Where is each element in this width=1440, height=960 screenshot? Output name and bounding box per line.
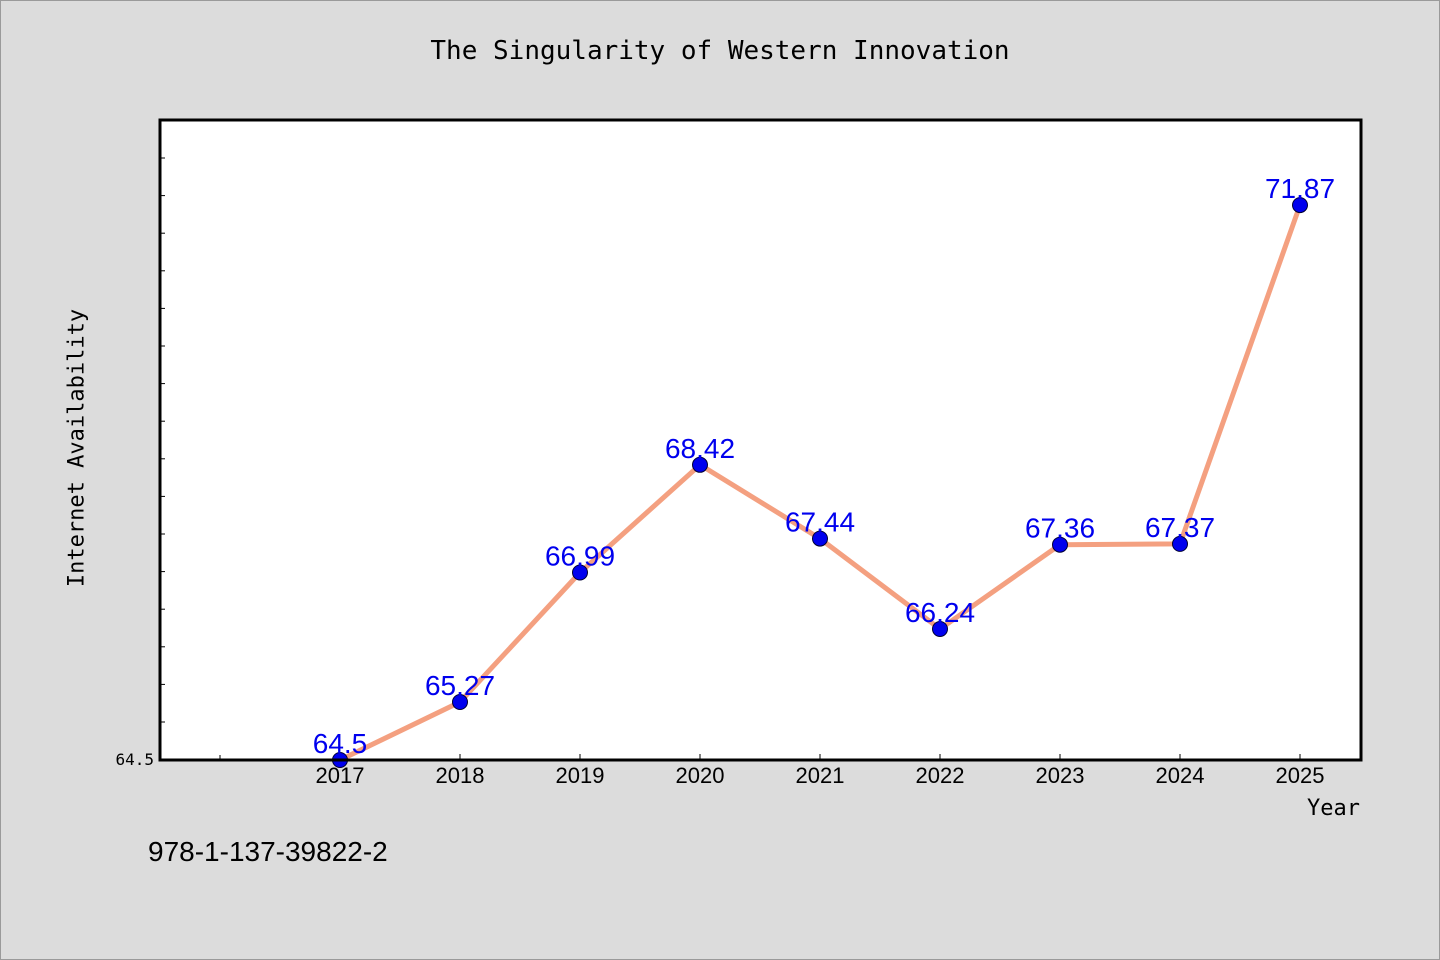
data-label: 71.87 (1265, 173, 1335, 204)
data-label: 66.24 (905, 597, 975, 628)
data-label: 64.5 (313, 728, 368, 759)
data-label: 68.42 (665, 433, 735, 464)
data-label: 65.27 (425, 670, 495, 701)
data-label: 67.37 (1145, 512, 1215, 543)
y-tick-label: 64.5 (115, 750, 154, 769)
x-tick-label: 2022 (916, 763, 965, 788)
x-tick-label: 2021 (796, 763, 845, 788)
chart-title: The Singularity of Western Innovation (430, 36, 1010, 66)
x-tick-label: 2023 (1036, 763, 1085, 788)
data-point (1172, 535, 1188, 552)
x-tick-label: 2020 (676, 763, 725, 788)
x-tick-label: 2025 (1276, 763, 1325, 788)
plot-area (160, 120, 1361, 760)
data-label: 66.99 (545, 541, 615, 572)
x-tick-label: 2019 (556, 763, 605, 788)
data-point (572, 564, 588, 581)
data-point (692, 456, 708, 473)
data-label: 67.36 (1025, 513, 1095, 544)
x-tick-label: 2024 (1156, 763, 1205, 788)
data-label: 67.44 (785, 507, 855, 538)
data-point (932, 621, 948, 637)
x-axis-label: Year (1307, 796, 1360, 821)
data-point (1292, 197, 1308, 214)
plot-border (158, 118, 1363, 762)
data-point (1052, 536, 1068, 553)
isbn-footer: 978-1-137-39822-2 (148, 836, 388, 867)
data-point (812, 530, 828, 547)
data-point (452, 694, 468, 710)
x-tick-label: 2018 (436, 763, 485, 788)
